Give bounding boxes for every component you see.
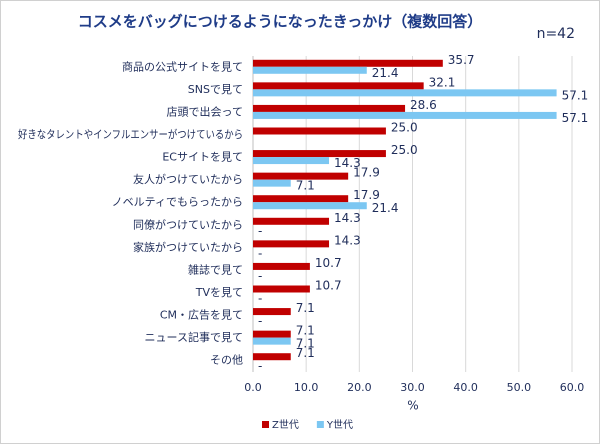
data-label: 10.7 — [315, 256, 342, 270]
data-label: 7.1 — [296, 337, 315, 351]
bar — [253, 337, 291, 345]
data-label: 32.1 — [429, 75, 456, 89]
y-tick-label: 友人がつけていたから — [133, 172, 243, 186]
x-axis-label: % — [407, 399, 418, 413]
bar — [253, 104, 406, 112]
y-tick-label: ノベルティでもらったから — [112, 196, 243, 209]
y-tick-label: 家族がつけていたから — [133, 240, 243, 254]
data-label: 25.0 — [391, 143, 418, 157]
data-label: - — [258, 246, 262, 260]
bar — [253, 195, 349, 203]
data-label: 28.6 — [410, 98, 437, 112]
y-tick-label: ニュース記事で見て — [145, 330, 243, 344]
y-tick-label: 好きなタレントやインフルエンサーがつけているから — [18, 127, 243, 141]
data-label: 7.1 — [296, 301, 315, 315]
data-label: - — [258, 359, 262, 373]
y-tick-label: SNSで見て — [188, 83, 243, 96]
bar — [253, 308, 291, 316]
bar — [253, 262, 310, 270]
data-label: - — [258, 292, 262, 306]
x-tick-label: 0.0 — [244, 381, 262, 394]
data-label: 7.1 — [296, 346, 315, 360]
bar — [253, 285, 310, 293]
bar — [253, 66, 367, 74]
x-tick-label: 40.0 — [453, 381, 478, 394]
data-label: 7.1 — [296, 324, 315, 338]
bar — [253, 330, 291, 338]
data-label: 17.9 — [353, 188, 380, 202]
y-tick-label: ECサイトを見て — [162, 151, 243, 164]
bar — [253, 179, 291, 187]
y-tick-label: 同僚がつけていたから — [133, 217, 243, 231]
y-tick-label: CM・広告を見て — [160, 309, 243, 322]
data-label: 14.3 — [334, 156, 361, 170]
data-label: 17.9 — [353, 166, 380, 180]
bar — [253, 82, 424, 90]
bar — [253, 111, 557, 119]
x-tick-label: 60.0 — [560, 381, 585, 394]
bar — [253, 172, 349, 180]
data-label: 57.1 — [562, 111, 589, 125]
data-label: 35.7 — [448, 53, 475, 67]
x-tick-label: 30.0 — [400, 381, 425, 394]
bar — [253, 240, 330, 248]
data-label: 21.4 — [372, 201, 399, 215]
bar — [253, 127, 386, 135]
x-tick-label: 50.0 — [507, 381, 532, 394]
data-label: - — [258, 314, 262, 328]
bar — [253, 157, 330, 165]
data-label: 10.7 — [315, 279, 342, 293]
chart-title: コスメをバッグにつけるようになったきっかけ（複数回答） — [78, 13, 482, 31]
x-tick-label: 20.0 — [347, 381, 372, 394]
legend-label: Y世代 — [326, 419, 353, 431]
legend-label: Z世代 — [272, 419, 299, 431]
bar — [253, 202, 367, 210]
legend-swatch — [262, 421, 269, 428]
y-tick-label: その他 — [210, 354, 243, 367]
y-tick-label: 店頭で出会って — [167, 104, 243, 118]
legend-swatch — [316, 421, 324, 428]
data-label: - — [258, 269, 262, 283]
y-tick-label: TVを見て — [195, 286, 243, 299]
data-label: 14.3 — [334, 211, 361, 225]
data-label: 14.3 — [334, 233, 361, 247]
bar — [253, 353, 291, 361]
y-tick-label: 雑誌で見て — [188, 262, 243, 276]
bar — [253, 59, 443, 67]
data-label: - — [258, 224, 262, 238]
x-tick-label: 10.0 — [294, 381, 319, 394]
data-label: 25.0 — [391, 121, 418, 135]
data-label: 7.1 — [296, 179, 315, 193]
bar — [253, 150, 386, 158]
bar — [253, 89, 557, 97]
data-label: 21.4 — [372, 66, 399, 80]
data-label: 57.1 — [562, 88, 589, 102]
y-tick-label: 商品の公式サイトを見て — [122, 59, 243, 73]
chart-subtitle: n=42 — [537, 26, 575, 42]
bar — [253, 217, 330, 225]
